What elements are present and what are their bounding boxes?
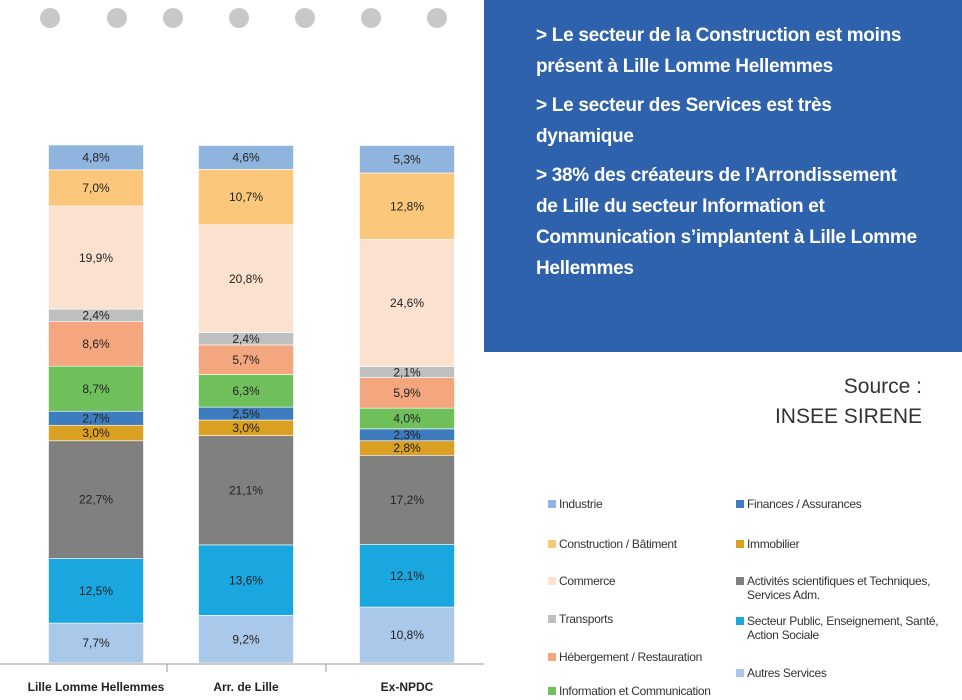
bar-segment (198, 544, 294, 616)
bar-segment (198, 224, 294, 333)
legend-swatch (548, 687, 556, 695)
value-label: 10,8% (390, 628, 424, 642)
value-label: 19,9% (79, 251, 113, 265)
value-label: 5,7% (232, 353, 260, 367)
bar-segment (359, 544, 455, 608)
legend-swatch (548, 615, 556, 623)
bar-segment (48, 169, 144, 207)
legend-item: Hébergement / Restauration (548, 650, 773, 664)
value-label: 8,6% (82, 337, 110, 351)
legend-item: Immobilier (736, 537, 961, 551)
value-label: 24,6% (390, 296, 424, 310)
legend-item: Activités scientifiques et Techniques, S… (736, 574, 961, 602)
value-label: 2,8% (393, 441, 421, 455)
value-label: 2,3% (393, 428, 421, 442)
bullet: > 38% des créateurs de l’Arrondissement … (536, 165, 917, 279)
value-label: 21,1% (229, 483, 263, 497)
legend-swatch (736, 617, 744, 625)
value-label: 22,7% (79, 493, 113, 507)
bullet: > Le secteur de la Construction est moin… (536, 25, 902, 77)
value-label: 13,6% (229, 573, 263, 587)
legend-label: Construction / Bâtiment (559, 537, 677, 551)
value-label: 20,8% (229, 272, 263, 286)
bar-segment (198, 435, 294, 546)
bar-segment (359, 454, 455, 545)
legend-label: Industrie (559, 497, 603, 511)
value-label: 8,7% (82, 382, 110, 396)
value-label: 2,4% (82, 309, 110, 323)
legend-item: Commerce (548, 574, 773, 588)
legend-item: Finances / Assurances (736, 497, 961, 511)
value-label: 2,4% (232, 332, 260, 346)
legend-swatch (548, 540, 556, 548)
source-text: INSEE SIRENE (774, 405, 922, 428)
legend-swatch (548, 653, 556, 661)
legend-swatch (548, 577, 556, 585)
bar-segment (359, 172, 455, 240)
source: Source : INSEE SIRENE (775, 372, 922, 432)
legend-label: Commerce (559, 574, 616, 588)
value-label: 4,8% (82, 151, 110, 165)
bar-segment (198, 145, 294, 170)
legend-label: Transports (559, 612, 613, 626)
value-label: 6,3% (232, 384, 260, 398)
bar-segment (359, 145, 455, 174)
legend-swatch (736, 540, 744, 548)
value-label: 17,2% (390, 493, 424, 507)
legend-label: Information et Communication (559, 684, 711, 698)
bar-segment (48, 440, 144, 559)
value-label: 9,2% (232, 632, 260, 646)
value-label: 12,5% (79, 584, 113, 598)
value-label: 5,9% (393, 386, 421, 400)
bar-segment (48, 144, 144, 171)
legend-swatch (736, 500, 744, 508)
legend-label: Finances / Assurances (747, 497, 862, 511)
bullet: > Le secteur des Services est très dynam… (536, 95, 832, 147)
value-label: 2,7% (82, 411, 110, 425)
x-tick-label: Lille Lomme Hellemmes (28, 680, 165, 694)
legend-item: Transports (548, 612, 773, 626)
bar-segment (48, 365, 144, 412)
legend-item: Information et Communication (548, 684, 773, 698)
value-label: 5,3% (393, 152, 421, 166)
legend-label: Autres Services (747, 666, 827, 680)
legend-label: Activités scientifiques et Techniques, S… (747, 574, 931, 602)
legend-label: Immobilier (747, 537, 800, 551)
x-tick-label: Arr. de Lille (213, 680, 279, 694)
value-label: 4,6% (232, 151, 260, 165)
chart: Lille Lomme Hellemmes7,7%12,5%22,7%3,0%2… (0, 8, 484, 694)
bar-segment (198, 344, 294, 375)
legend-swatch (736, 669, 744, 677)
legend-swatch (736, 577, 744, 585)
value-label: 7,7% (82, 636, 110, 650)
value-label: 3,0% (82, 426, 110, 440)
bar-segment (48, 321, 144, 367)
bar-segment (48, 622, 144, 664)
bar-segment (198, 374, 294, 408)
bar-segment (198, 169, 294, 226)
bar-segment (48, 205, 144, 310)
legend-item: Secteur Public, Enseignement, Santé, Act… (736, 614, 961, 642)
legend-label: Hébergement / Restauration (559, 650, 702, 664)
legend-item: Autres Services (736, 666, 961, 680)
value-label: 10,7% (229, 190, 263, 204)
value-label: 12,8% (390, 199, 424, 213)
bar-segment (359, 606, 455, 664)
value-label: 2,1% (393, 365, 421, 379)
value-label: 4,0% (393, 412, 421, 426)
value-label: 3,0% (232, 421, 260, 435)
legend-item: Construction / Bâtiment (548, 537, 773, 551)
info-panel: > Le secteur de la Construction est moin… (484, 0, 962, 352)
legend-label: Secteur Public, Enseignement, Santé, Act… (747, 614, 939, 642)
value-label: 12,1% (390, 569, 424, 583)
value-label: 2,5% (232, 407, 260, 421)
source-label: Source : (843, 375, 922, 398)
legend-item: Industrie (548, 497, 773, 511)
decor-dots (40, 8, 447, 28)
x-tick-label: Ex-NPDC (381, 680, 434, 694)
value-label: 7,0% (82, 181, 110, 195)
legend-swatch (548, 500, 556, 508)
